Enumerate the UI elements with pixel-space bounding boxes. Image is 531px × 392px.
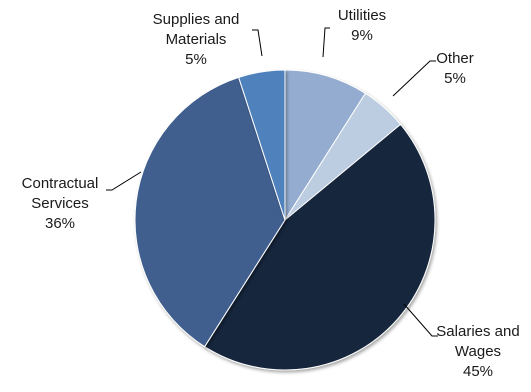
data-label-utilities: Utilities 9% (338, 7, 386, 44)
labels-layer: Utilities 9% Other 5% Salaries and Wages 45% Co… (22, 7, 520, 380)
leader-line-salaries-and-wages (403, 303, 438, 337)
data-label-other: Other 5% (436, 50, 474, 87)
leader-line-other (392, 60, 436, 97)
leader-line-utilities (322, 27, 330, 58)
leader-line-contractual-services (106, 171, 142, 191)
pie-slice-utilities (284, 69, 367, 222)
slices-layer (134, 69, 436, 371)
data-label-supplies-and-materials: Supplies and Materials 5% (153, 11, 240, 68)
data-label-contractual-services: Contractual Services 36% (22, 175, 99, 232)
data-label-salaries-and-wages: Salaries and Wages 45% (436, 323, 519, 380)
pie-slice-salaries-and-wages (203, 123, 436, 371)
pie-slice-contractual-services (134, 76, 286, 348)
leader-line-supplies-and-materials (252, 29, 263, 57)
leaders-layer (106, 27, 438, 337)
pie-slice-supplies-and-materials (238, 69, 286, 221)
